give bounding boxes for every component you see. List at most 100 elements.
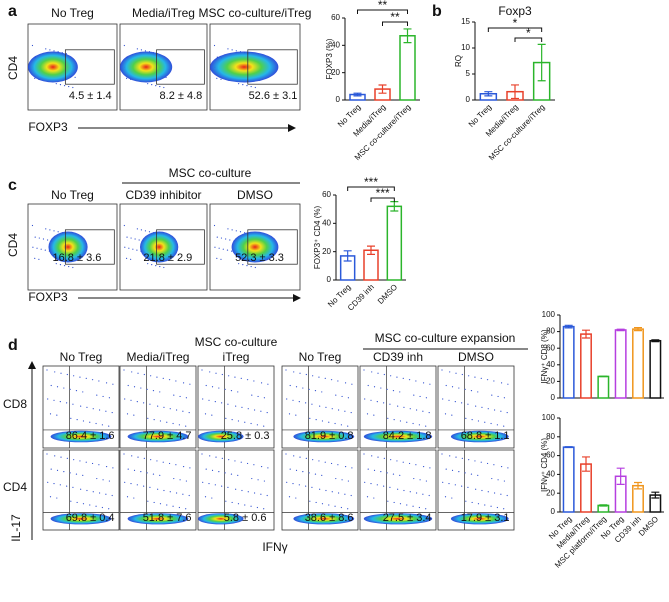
flow-event (231, 229, 233, 231)
flow-event (461, 402, 463, 404)
y-axis-label: CD4 (6, 233, 20, 257)
flow-event (477, 391, 479, 393)
flow-event (324, 461, 326, 463)
flow-event (484, 421, 486, 423)
flow-event (246, 265, 248, 267)
flow-event (53, 482, 55, 485)
flow-event (202, 398, 204, 400)
bar (562, 446, 575, 513)
flow-event (201, 453, 203, 455)
flow-event (208, 399, 210, 401)
bar (562, 325, 575, 399)
flow-event (493, 380, 495, 382)
y-tick-label: 10 (461, 43, 470, 52)
flow-event (396, 376, 398, 378)
flow-event (66, 402, 68, 404)
error-bar (599, 504, 608, 507)
flow-event (293, 371, 295, 373)
error-bar (582, 329, 590, 339)
significance-label: *** (364, 175, 378, 189)
flow-event (454, 401, 456, 403)
flow-event (295, 414, 297, 416)
flow-event (105, 493, 107, 495)
flow-event (131, 371, 133, 373)
flow-event (298, 484, 300, 486)
y-tick-label: 0 (327, 275, 332, 284)
flow-event (267, 467, 269, 469)
flow-event (140, 229, 142, 231)
flow-event (496, 506, 498, 509)
flow-event (82, 474, 84, 476)
flow-event (331, 491, 333, 493)
flow-event (380, 471, 382, 473)
flow-event (149, 403, 151, 405)
flow-event (151, 84, 153, 86)
flow-event (389, 403, 391, 405)
flow-event (422, 382, 425, 384)
flow-event (312, 375, 314, 377)
flow-event (182, 382, 185, 384)
flow-event (458, 387, 460, 389)
gate (156, 229, 205, 265)
gate-stat: 38.6 ± 8.6 (305, 512, 354, 524)
flow-event (390, 459, 392, 461)
flow-event (231, 250, 233, 252)
column-header: No Treg (299, 350, 342, 364)
flow-event (340, 424, 342, 426)
flow-event (124, 246, 126, 248)
flow-event (31, 224, 34, 227)
flow-event (130, 482, 132, 485)
flow-event (465, 417, 467, 419)
flow-event (98, 464, 100, 466)
flow-event (299, 372, 301, 374)
flow-event (147, 263, 149, 265)
y-tick-label: 20 (331, 68, 340, 77)
flow-event (47, 481, 49, 483)
significance-label: * (513, 16, 518, 30)
flow-event (34, 257, 36, 259)
flow-event (179, 395, 181, 398)
flow-event (175, 464, 177, 466)
flow-event (246, 85, 248, 87)
column-header: DMSO (458, 350, 494, 364)
flow-event (56, 414, 58, 416)
flow-event (315, 501, 317, 504)
flow-event (105, 465, 108, 468)
y-axis-label: FOXP3⁺ CD4 (%) (313, 205, 322, 269)
flow-event (224, 472, 226, 474)
gate (64, 229, 115, 265)
flow-event (228, 375, 230, 377)
flow-event (477, 503, 480, 505)
flow-event (157, 405, 159, 407)
flow-event (102, 395, 104, 398)
density-blob (210, 51, 279, 83)
error-bar (564, 324, 573, 329)
x-axis-label: FOXP3 (28, 290, 68, 304)
flow-event (125, 77, 128, 79)
flow-event (350, 411, 352, 414)
flow-event (335, 394, 337, 396)
bar (597, 375, 610, 399)
flow-event (80, 405, 82, 407)
flow-event (108, 508, 110, 510)
y-tick-label: 100 (542, 413, 556, 422)
flow-event (370, 482, 372, 485)
gate-stat: 16.8 ± 3.6 (53, 252, 102, 264)
density-blob (50, 430, 112, 443)
flow-event (108, 397, 110, 399)
flow-event (234, 376, 236, 378)
flow-event (490, 422, 492, 425)
flow-event (477, 474, 479, 476)
y-tick-label: 15 (461, 17, 470, 26)
flow-event (54, 371, 56, 373)
flow-event (63, 265, 66, 267)
flow-event (399, 391, 401, 393)
flow-event (470, 390, 473, 392)
flow-event (159, 503, 162, 505)
flow-event (209, 371, 211, 373)
flow-event (76, 419, 78, 421)
flow-event (235, 230, 237, 232)
flow-event (486, 462, 489, 465)
flow-event (242, 84, 244, 86)
flow-event (127, 468, 129, 470)
